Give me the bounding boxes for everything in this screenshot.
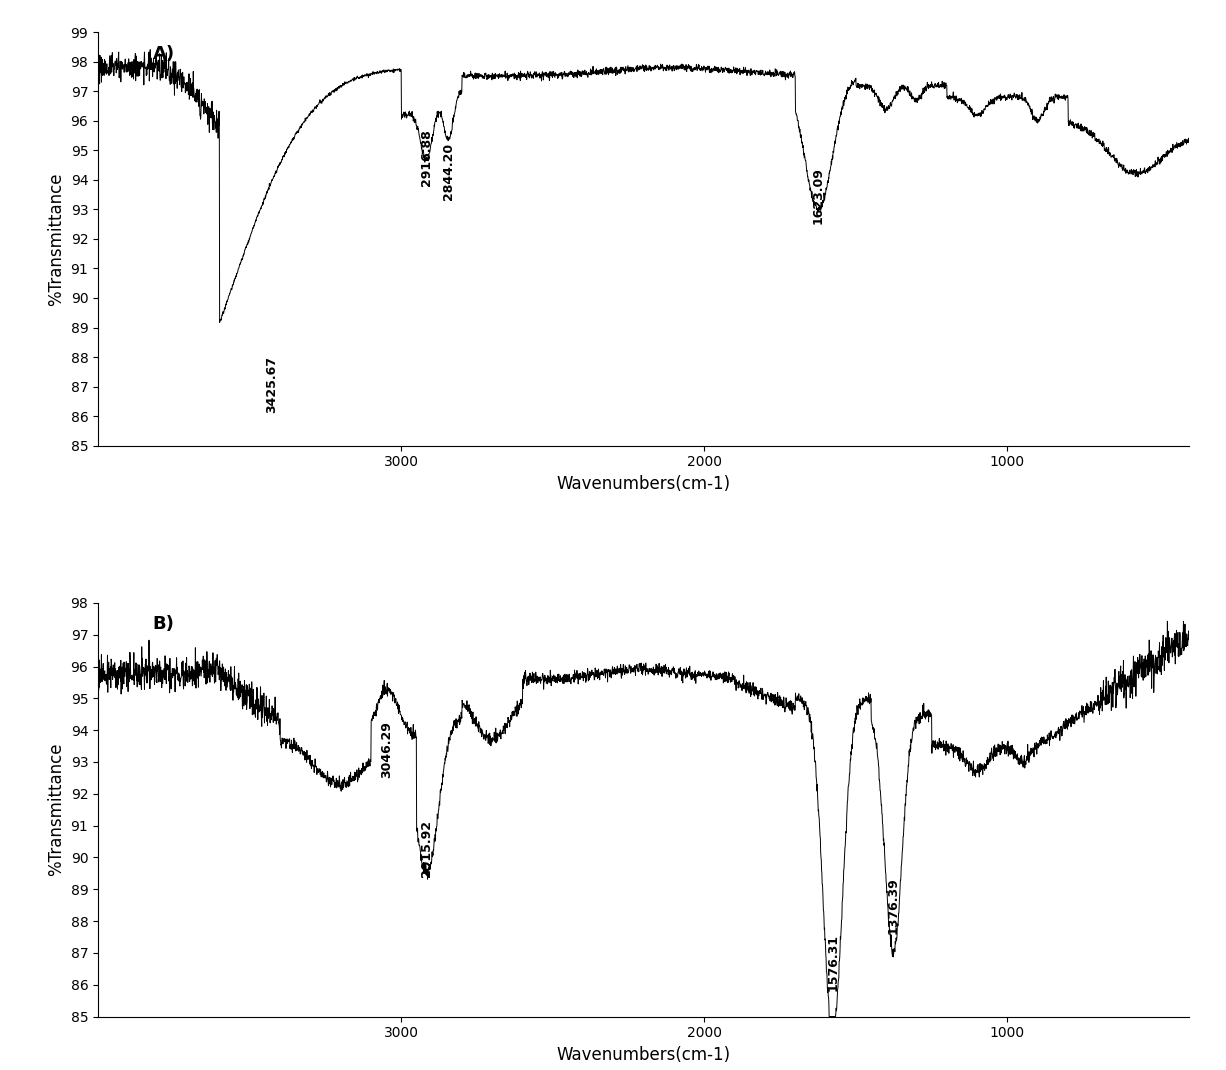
Text: 1623.09: 1623.09 [812,167,825,224]
Text: 3425.67: 3425.67 [266,356,278,413]
Text: 1576.31: 1576.31 [826,934,839,991]
Text: 2915.92: 2915.92 [421,820,433,876]
Text: A): A) [152,45,175,62]
Text: 1376.39: 1376.39 [886,877,900,934]
Text: 3046.29: 3046.29 [380,721,394,778]
Text: B): B) [152,615,174,633]
Text: 2916.88: 2916.88 [419,129,433,186]
Y-axis label: %Transmittance: %Transmittance [47,172,65,306]
X-axis label: Wavenumbers(cm-1): Wavenumbers(cm-1) [557,1045,731,1064]
Text: 2844.20: 2844.20 [441,143,455,200]
Y-axis label: %Transmittance: %Transmittance [47,743,65,876]
X-axis label: Wavenumbers(cm-1): Wavenumbers(cm-1) [557,475,731,493]
